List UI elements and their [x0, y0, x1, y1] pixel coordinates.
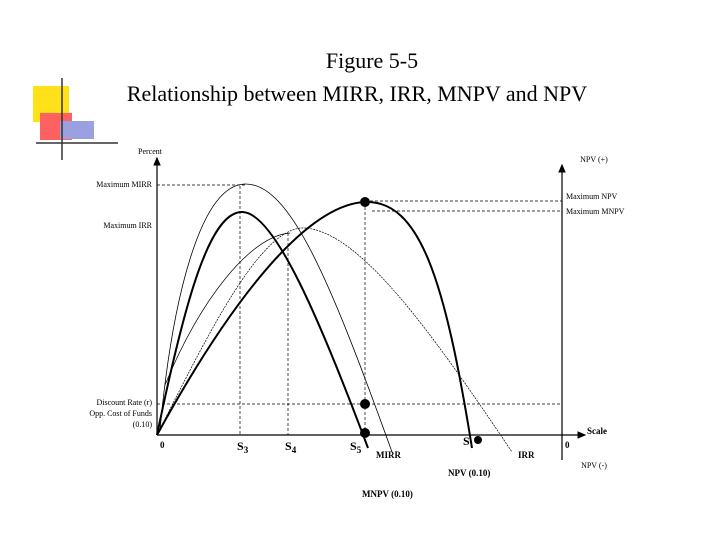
- scale-point: S: [463, 434, 470, 448]
- curve-label: MIRR: [376, 450, 401, 460]
- axis-label: Scale: [587, 426, 607, 436]
- curve-label: IRR: [518, 450, 535, 460]
- axis-label: NPV (+): [580, 155, 608, 164]
- title: Relationship between MIRR, IRR, MNPV and…: [127, 81, 587, 106]
- scale-point: S3: [237, 439, 249, 455]
- scale-point-sub: 5: [357, 445, 362, 455]
- left-label: Discount Rate (r): [96, 398, 152, 407]
- left-label: Opp. Cost of Funds: [89, 409, 152, 418]
- curve-mnpv: [156, 227, 513, 453]
- scale-point-base: S: [463, 434, 470, 448]
- axis-label: Percent: [138, 147, 163, 156]
- origin: 0: [565, 440, 570, 450]
- curve-mirr: [159, 183, 393, 453]
- axis-label: NPV (-): [581, 461, 607, 470]
- arrows: [153, 156, 587, 439]
- origin: 0: [160, 440, 165, 450]
- scale-point-sub: 4: [292, 445, 297, 455]
- curve-irr: [156, 210, 369, 449]
- scale-points: S3 S4 S5S: [237, 434, 470, 455]
- right-label: Maximum MNPV: [566, 207, 625, 216]
- title: Figure 5-5: [326, 48, 418, 73]
- curve-label: MNPV (0.10): [362, 489, 413, 499]
- points: [360, 197, 482, 444]
- scale-point-base: S: [237, 439, 244, 453]
- decor-blue: [60, 121, 94, 139]
- curve-aux: [164, 232, 291, 386]
- point: [474, 436, 482, 444]
- scale-point: S5: [350, 439, 362, 455]
- left-label: (0.10): [133, 420, 153, 429]
- scale-point-base: S: [285, 439, 292, 453]
- curve-label: NPV (0.10): [448, 468, 490, 478]
- scale-point: S4: [285, 439, 297, 455]
- right-label: Maximum NPV: [566, 192, 618, 201]
- point: [360, 197, 370, 207]
- left-label: Maximum IRR: [103, 221, 152, 230]
- left-label: Maximum MIRR: [96, 180, 152, 189]
- point: [360, 399, 370, 409]
- scale-point-sub: 3: [244, 445, 249, 455]
- guides: [157, 184, 562, 435]
- point: [360, 428, 370, 438]
- scale-point-base: S: [350, 439, 357, 453]
